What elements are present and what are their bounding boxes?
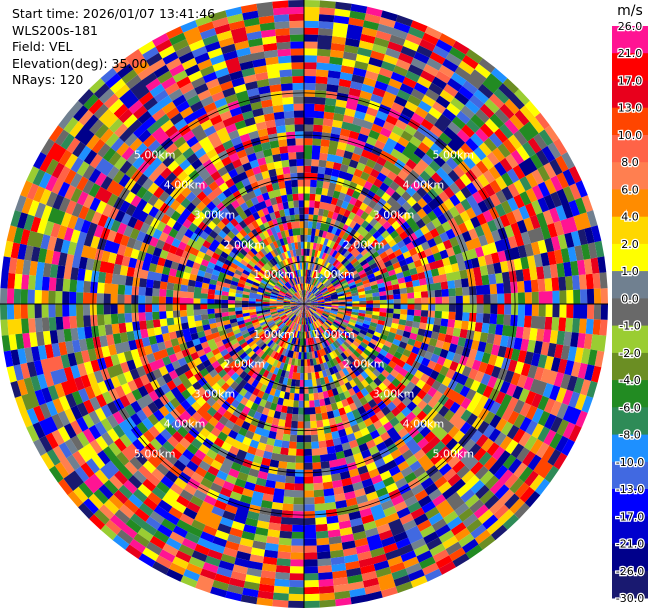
colorbar-tick-label: 13.0 bbox=[618, 102, 643, 115]
range-label-1-3: 1.00km bbox=[253, 268, 295, 281]
colorbar-tick-label: -13.0 bbox=[616, 483, 644, 496]
colorbar: m/s26.0 21.0 17.0 13.0 10.0 8.0 6.0 4.0 2.0 1.0 0.… bbox=[612, 3, 648, 606]
colorbar-tick-label: -1.0 bbox=[619, 320, 640, 333]
range-label-1-0: 1.00km bbox=[313, 268, 355, 281]
colorbar-tick-label: 2.0 bbox=[621, 238, 639, 251]
colorbar-tick-label: 21.0 bbox=[618, 47, 643, 60]
range-label-5-2: 5.00km bbox=[134, 447, 176, 460]
colorbar-swatch-17 bbox=[612, 489, 648, 517]
colorbar-tick-label: 17.0 bbox=[618, 75, 643, 88]
colorbar-swatch-3 bbox=[612, 107, 648, 136]
colorbar-swatch-12 bbox=[612, 352, 648, 381]
elevation-text: Elevation(deg): 35.00 bbox=[12, 55, 148, 71]
colorbar-swatch-0 bbox=[612, 26, 648, 54]
range-label-4-1: 4.00km bbox=[403, 417, 445, 430]
colorbar-tick-label: -4.0 bbox=[619, 374, 640, 387]
colorbar-tick-label: 10.0 bbox=[618, 129, 643, 142]
colorbar-swatch-4 bbox=[612, 135, 648, 163]
colorbar-tick-label: 1.0 bbox=[621, 265, 639, 278]
colorbar-tick-label: -8.0 bbox=[619, 429, 640, 442]
colorbar-tick-label: -2.0 bbox=[619, 347, 640, 360]
colorbar-swatch-1 bbox=[612, 53, 648, 81]
colorbar-swatch-5 bbox=[612, 162, 648, 190]
field-text: Field: VEL bbox=[12, 39, 73, 54]
range-label-2-2: 2.00km bbox=[224, 358, 266, 371]
colorbar-swatch-10 bbox=[612, 298, 648, 327]
colorbar-tick-label: 6.0 bbox=[621, 183, 639, 196]
start-time-text: Start time: 2026/01/07 13:41:46 bbox=[12, 6, 216, 21]
range-label-2-3: 2.00km bbox=[224, 238, 266, 251]
range-ring-labels: 1.00km 1.00km 1.00km 1.00km 2.00km 2.00km 2.00… bbox=[134, 149, 474, 461]
ppi-plot: 1.00km 1.00km 1.00km 1.00km 2.00km 2.00km 2.00… bbox=[0, 0, 609, 609]
colorbar-swatch-9 bbox=[612, 271, 648, 299]
colorbar-swatch-13 bbox=[612, 380, 648, 408]
range-label-3-1: 3.00km bbox=[373, 388, 415, 401]
colorbar-swatch-6 bbox=[612, 189, 648, 218]
colorbar-swatch-16 bbox=[612, 461, 648, 490]
colorbar-tick-label: -30.0 bbox=[616, 592, 644, 605]
velocity-bin-group-14 bbox=[0, 26, 605, 609]
range-label-5-0: 5.00km bbox=[433, 149, 475, 162]
range-label-4-3: 4.00km bbox=[164, 179, 206, 192]
range-label-5-3: 5.00km bbox=[134, 149, 176, 162]
colorbar-swatch-8 bbox=[612, 243, 648, 272]
colorbar-tick-label: 4.0 bbox=[621, 211, 639, 224]
range-label-3-0: 3.00km bbox=[373, 208, 415, 221]
colorbar-tick-label: 0.0 bbox=[621, 292, 639, 305]
instrument-name: WLS200s-181 bbox=[12, 22, 98, 38]
colorbar-swatch-20 bbox=[612, 570, 648, 599]
velocity-bin-group-17 bbox=[3, 15, 588, 602]
colorbar-tick-label: 26.0 bbox=[618, 20, 643, 33]
nrays-text: NRays: 120 bbox=[12, 72, 84, 87]
range-label-1-1: 1.00km bbox=[313, 328, 355, 341]
colorbar-swatch-11 bbox=[612, 325, 648, 354]
colorbar-swatch-14 bbox=[612, 407, 648, 435]
range-label-1-2: 1.00km bbox=[253, 328, 295, 341]
range-label-3-3: 3.00km bbox=[194, 208, 236, 221]
range-label-3-2: 3.00km bbox=[194, 388, 236, 401]
colorbar-unit: m/s bbox=[617, 3, 643, 19]
colorbar-tick-label: -21.0 bbox=[616, 538, 644, 551]
colorbar-tick-label: -17.0 bbox=[616, 510, 644, 523]
range-label-5-1: 5.00km bbox=[433, 447, 475, 460]
colorbar-swatch-2 bbox=[612, 80, 648, 109]
colorbar-swatch-19 bbox=[612, 543, 648, 572]
colorbar-tick-label: -10.0 bbox=[616, 456, 644, 469]
range-label-2-1: 2.00km bbox=[343, 358, 385, 371]
range-label-4-2: 4.00km bbox=[164, 417, 206, 430]
colorbar-tick-label: 8.0 bbox=[621, 156, 639, 169]
colorbar-swatch-15 bbox=[612, 434, 648, 463]
colorbar-swatch-18 bbox=[612, 516, 648, 544]
range-rings bbox=[0, 0, 608, 608]
colorbar-tick-label: -26.0 bbox=[616, 565, 644, 578]
colorbar-swatch-7 bbox=[612, 216, 648, 245]
colorbar-tick-label: -6.0 bbox=[619, 401, 640, 414]
range-label-4-0: 4.00km bbox=[403, 179, 445, 192]
range-label-2-0: 2.00km bbox=[343, 238, 385, 251]
